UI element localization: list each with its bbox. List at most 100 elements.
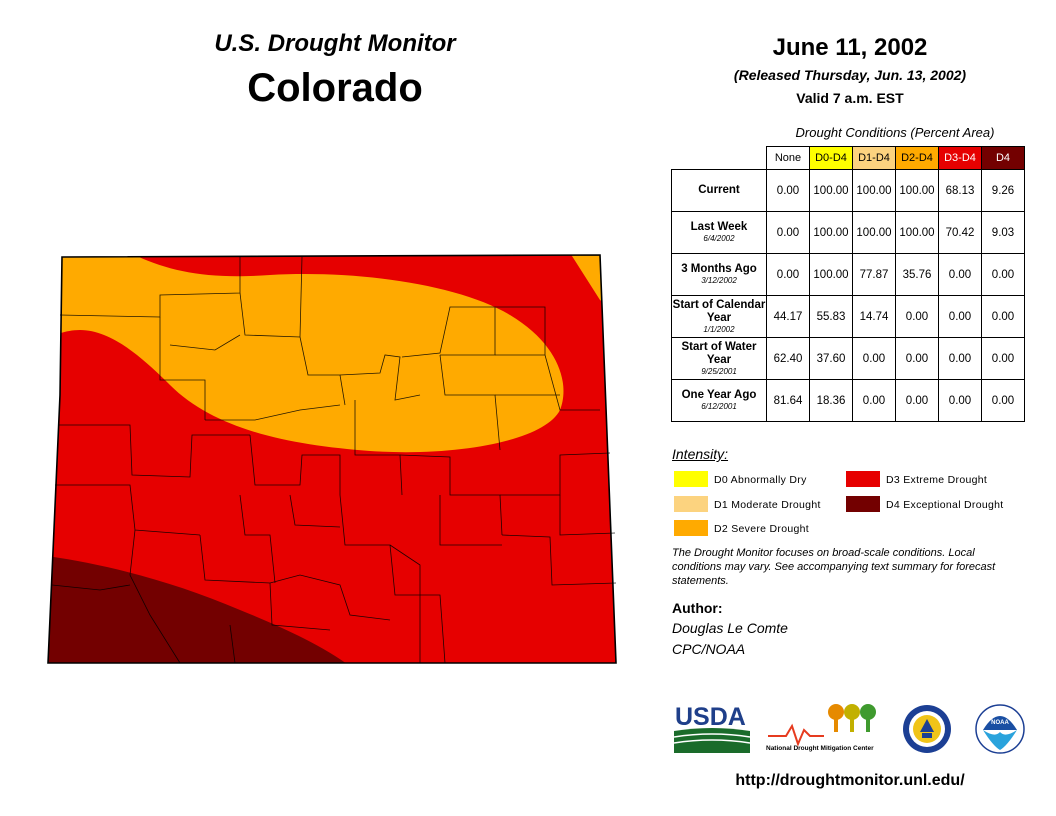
table-cell: 9.26 — [981, 169, 1025, 212]
table-cell: 0.00 — [895, 295, 939, 338]
table-cell: 0.00 — [938, 253, 982, 296]
col-d0-d4: D0-D4 — [809, 146, 853, 170]
table-cell: 0.00 — [981, 337, 1025, 380]
colorado-drought-map — [47, 254, 617, 664]
table-cell: 100.00 — [852, 211, 896, 254]
row-label-date: 6/4/2002 — [703, 234, 735, 243]
row-label-text: One Year Ago — [681, 389, 757, 401]
legend-label-d1: D1 Moderate Drought — [714, 499, 821, 511]
valid-time: Valid 7 a.m. EST — [796, 90, 904, 106]
table-row: Last Week 6/4/2002 0.00 100.00 100.00 100.00 7… — [671, 211, 1025, 254]
col-none: None — [766, 146, 810, 170]
row-label: One Year Ago 6/12/2001 — [671, 379, 767, 422]
table-cell: 0.00 — [981, 379, 1025, 422]
table-row: Start of Water Year 9/25/2001 62.40 37.60 0.… — [671, 337, 1025, 380]
website-link[interactable]: http://droughtmonitor.unl.edu/ — [735, 772, 965, 789]
state-name: Colorado — [247, 66, 423, 110]
table-row: One Year Ago 6/12/2001 81.64 18.36 0.00 0.00 0… — [671, 379, 1025, 422]
map-title: U.S. Drought Monitor — [214, 30, 456, 57]
legend-swatch-d2 — [674, 520, 708, 536]
table-cell: 0.00 — [938, 379, 982, 422]
row-label-date: 3/12/2002 — [701, 276, 737, 285]
table-cell: 100.00 — [895, 211, 939, 254]
row-label-text: Current — [698, 184, 740, 196]
author-heading: Author: — [672, 600, 723, 616]
table-cell: 100.00 — [809, 211, 853, 254]
col-d3-d4: D3-D4 — [938, 146, 982, 170]
row-label-text: 3 Months Ago — [681, 263, 757, 275]
disclaimer-note: The Drought Monitor focuses on broad-sca… — [672, 547, 996, 587]
table-cell: 0.00 — [852, 337, 896, 380]
table-cell: 100.00 — [809, 253, 853, 296]
row-label-text: Start of Calendar Year — [672, 298, 766, 324]
col-d1-d4: D1-D4 — [852, 146, 896, 170]
table-cell: 44.17 — [766, 295, 810, 338]
legend-label-d0: D0 Abnormally Dry — [714, 474, 807, 486]
table-caption: Drought Conditions (Percent Area) — [795, 125, 995, 140]
legend-swatch-d0 — [674, 471, 708, 487]
legend-swatch-d3 — [846, 471, 880, 487]
d2-severe-region — [48, 255, 564, 453]
table-cell: 9.03 — [981, 211, 1025, 254]
col-d2-d4: D2-D4 — [895, 146, 939, 170]
row-label: 3 Months Ago 3/12/2002 — [671, 253, 767, 296]
author-name: Douglas Le Comte — [672, 620, 788, 636]
table-cell: 37.60 — [809, 337, 853, 380]
state-border — [47, 254, 617, 664]
table-cell: 14.74 — [852, 295, 896, 338]
legend-label-d2: D2 Severe Drought — [714, 523, 809, 535]
col-d4: D4 — [981, 146, 1025, 170]
county-lines — [51, 256, 617, 664]
table-cell: 100.00 — [809, 169, 853, 212]
table-cell: 0.00 — [938, 295, 982, 338]
table-cell: 100.00 — [852, 169, 896, 212]
ndmc-logo: National Drought Mitigation Center — [766, 704, 876, 752]
legend-title: Intensity: — [672, 446, 729, 462]
table-row: Start of Calendar Year 1/1/2002 44.17 55.83… — [671, 295, 1025, 338]
drought-conditions-table: None D0-D4 D1-D4 D2-D4 D3-D4 D4 Current 0… — [671, 146, 1025, 422]
author-org: CPC/NOAA — [672, 641, 746, 657]
table-row: Current 0.00 100.00 100.00 100.00 68.13 9.26 — [671, 169, 1025, 212]
row-label-date: 1/1/2002 — [703, 324, 735, 334]
table-cell: 70.42 — [938, 211, 982, 254]
table-cell: 0.00 — [981, 295, 1025, 338]
legend-swatch-d1 — [674, 496, 708, 512]
table-cell: 77.87 — [852, 253, 896, 296]
legend-swatch-d4 — [846, 496, 880, 512]
table-header-row: None D0-D4 D1-D4 D2-D4 D3-D4 D4 — [671, 146, 1025, 170]
table-cell: 0.00 — [766, 253, 810, 296]
ndmc-logo-text: National Drought Mitigation Center — [766, 745, 874, 752]
row-label-text: Last Week — [690, 221, 748, 233]
row-label: Last Week 6/4/2002 — [671, 211, 767, 254]
table-cell: 0.00 — [766, 211, 810, 254]
row-label-date: 6/12/2001 — [701, 402, 737, 411]
noaa-logo: NOAA — [975, 704, 1025, 754]
table-cell: 0.00 — [852, 379, 896, 422]
table-cell: 0.00 — [938, 337, 982, 380]
table-cell: 0.00 — [766, 169, 810, 212]
table-row: 3 Months Ago 3/12/2002 0.00 100.00 77.87 35.7… — [671, 253, 1025, 296]
table-cell: 81.64 — [766, 379, 810, 422]
table-cell: 0.00 — [895, 379, 939, 422]
d4-exceptional-region — [48, 555, 355, 663]
table-cell: 0.00 — [895, 337, 939, 380]
legend-label-d3: D3 Extreme Drought — [886, 474, 988, 486]
release-date: (Released Thursday, Jun. 13, 2002) — [733, 67, 967, 83]
usda-logo: USDA — [674, 703, 750, 753]
table-cell: 100.00 — [895, 169, 939, 212]
row-label-text: Start of Water Year — [681, 340, 757, 366]
usda-logo-text: USDA — [675, 703, 746, 731]
map-date: June 11, 2002 — [772, 34, 928, 61]
table-cell: 55.83 — [809, 295, 853, 338]
ndmc-tree-icons — [828, 704, 876, 732]
table-cell: 0.00 — [981, 253, 1025, 296]
table-cell: 18.36 — [809, 379, 853, 422]
row-label: Start of Calendar Year 1/1/2002 — [671, 295, 767, 338]
row-label: Current — [671, 169, 767, 212]
table-cell: 62.40 — [766, 337, 810, 380]
table-cell: 35.76 — [895, 253, 939, 296]
table-cell: 68.13 — [938, 169, 982, 212]
row-label: Start of Water Year 9/25/2001 — [671, 337, 767, 380]
commerce-seal-icon — [903, 705, 951, 753]
row-label-date: 9/25/2001 — [701, 366, 737, 376]
